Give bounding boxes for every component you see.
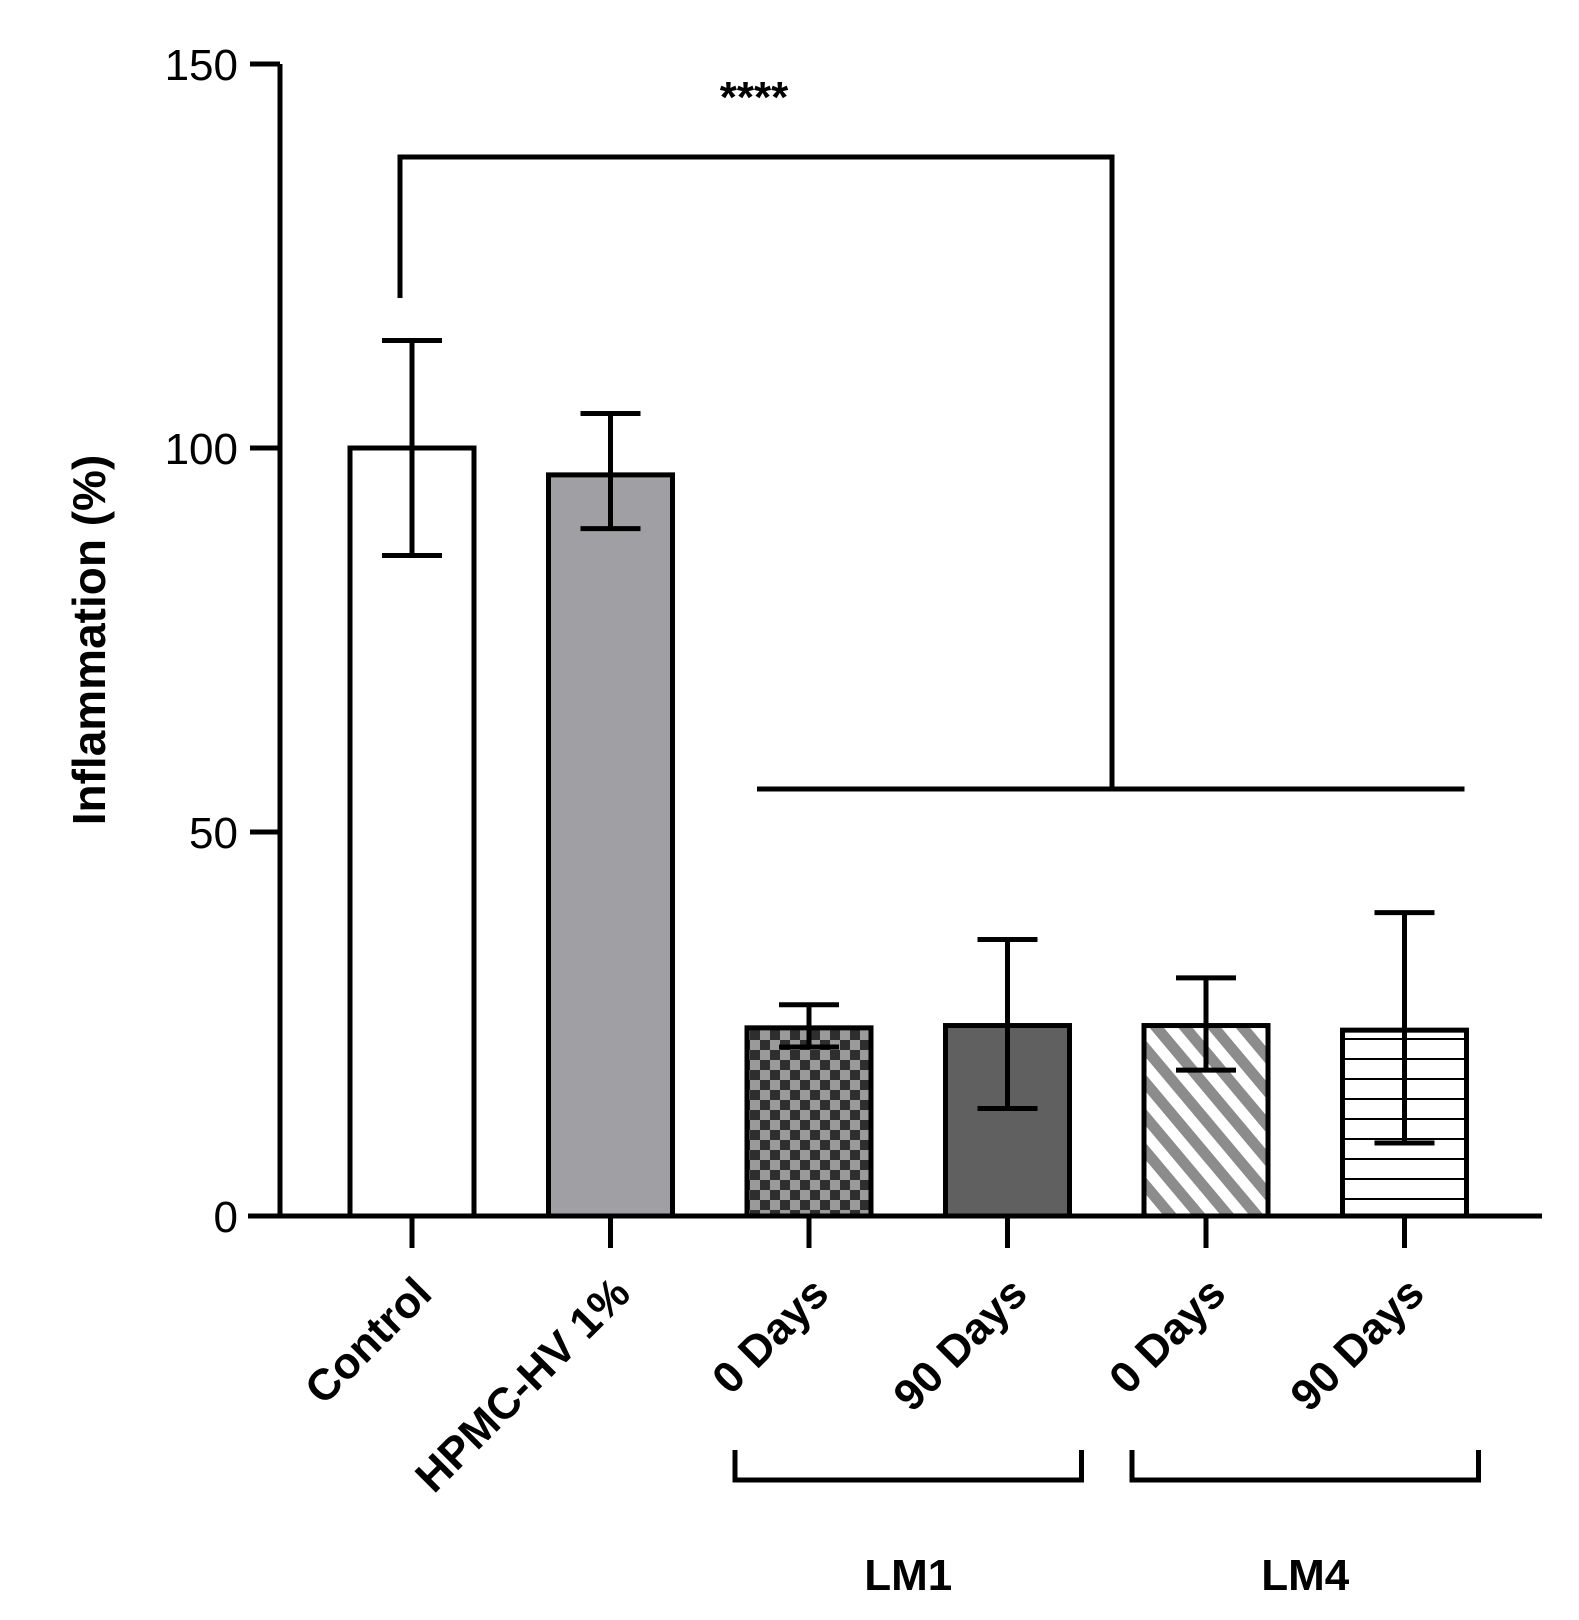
group-bracket (1129, 1450, 1481, 1483)
x-category-label: Control (296, 1268, 441, 1413)
y-tick-label: 150 (165, 41, 238, 90)
x-category-label: HPMC-HV 1% (406, 1268, 639, 1501)
bar-1 (546, 472, 675, 1219)
significance-bracket: **** (397, 73, 1465, 792)
group-bracket (732, 1450, 1084, 1483)
y-tick-label: 0 (214, 1193, 238, 1242)
group-label: LM4 (1261, 1551, 1350, 1600)
x-category-label: 90 Days (1281, 1268, 1433, 1420)
significance-label: **** (720, 73, 789, 122)
y-tick-label: 50 (189, 809, 238, 858)
y-ticks: 0 50 100 150 (165, 41, 280, 1242)
group-label: LM1 (864, 1551, 952, 1600)
x-category-label: 0 Days (703, 1268, 838, 1403)
y-axis-title: Inflammation (%) (63, 455, 115, 826)
group-brackets: LM1 LM4 (732, 1450, 1481, 1600)
bars (347, 445, 1469, 1219)
x-category-label: 0 Days (1100, 1268, 1235, 1403)
bar-0 (347, 445, 477, 1219)
bar-2 (744, 1025, 874, 1219)
x-category-label: 90 Days (884, 1268, 1036, 1420)
error-bars (382, 337, 1435, 1146)
significance-bracket-line (397, 154, 1115, 789)
y-tick-label: 100 (165, 425, 238, 474)
